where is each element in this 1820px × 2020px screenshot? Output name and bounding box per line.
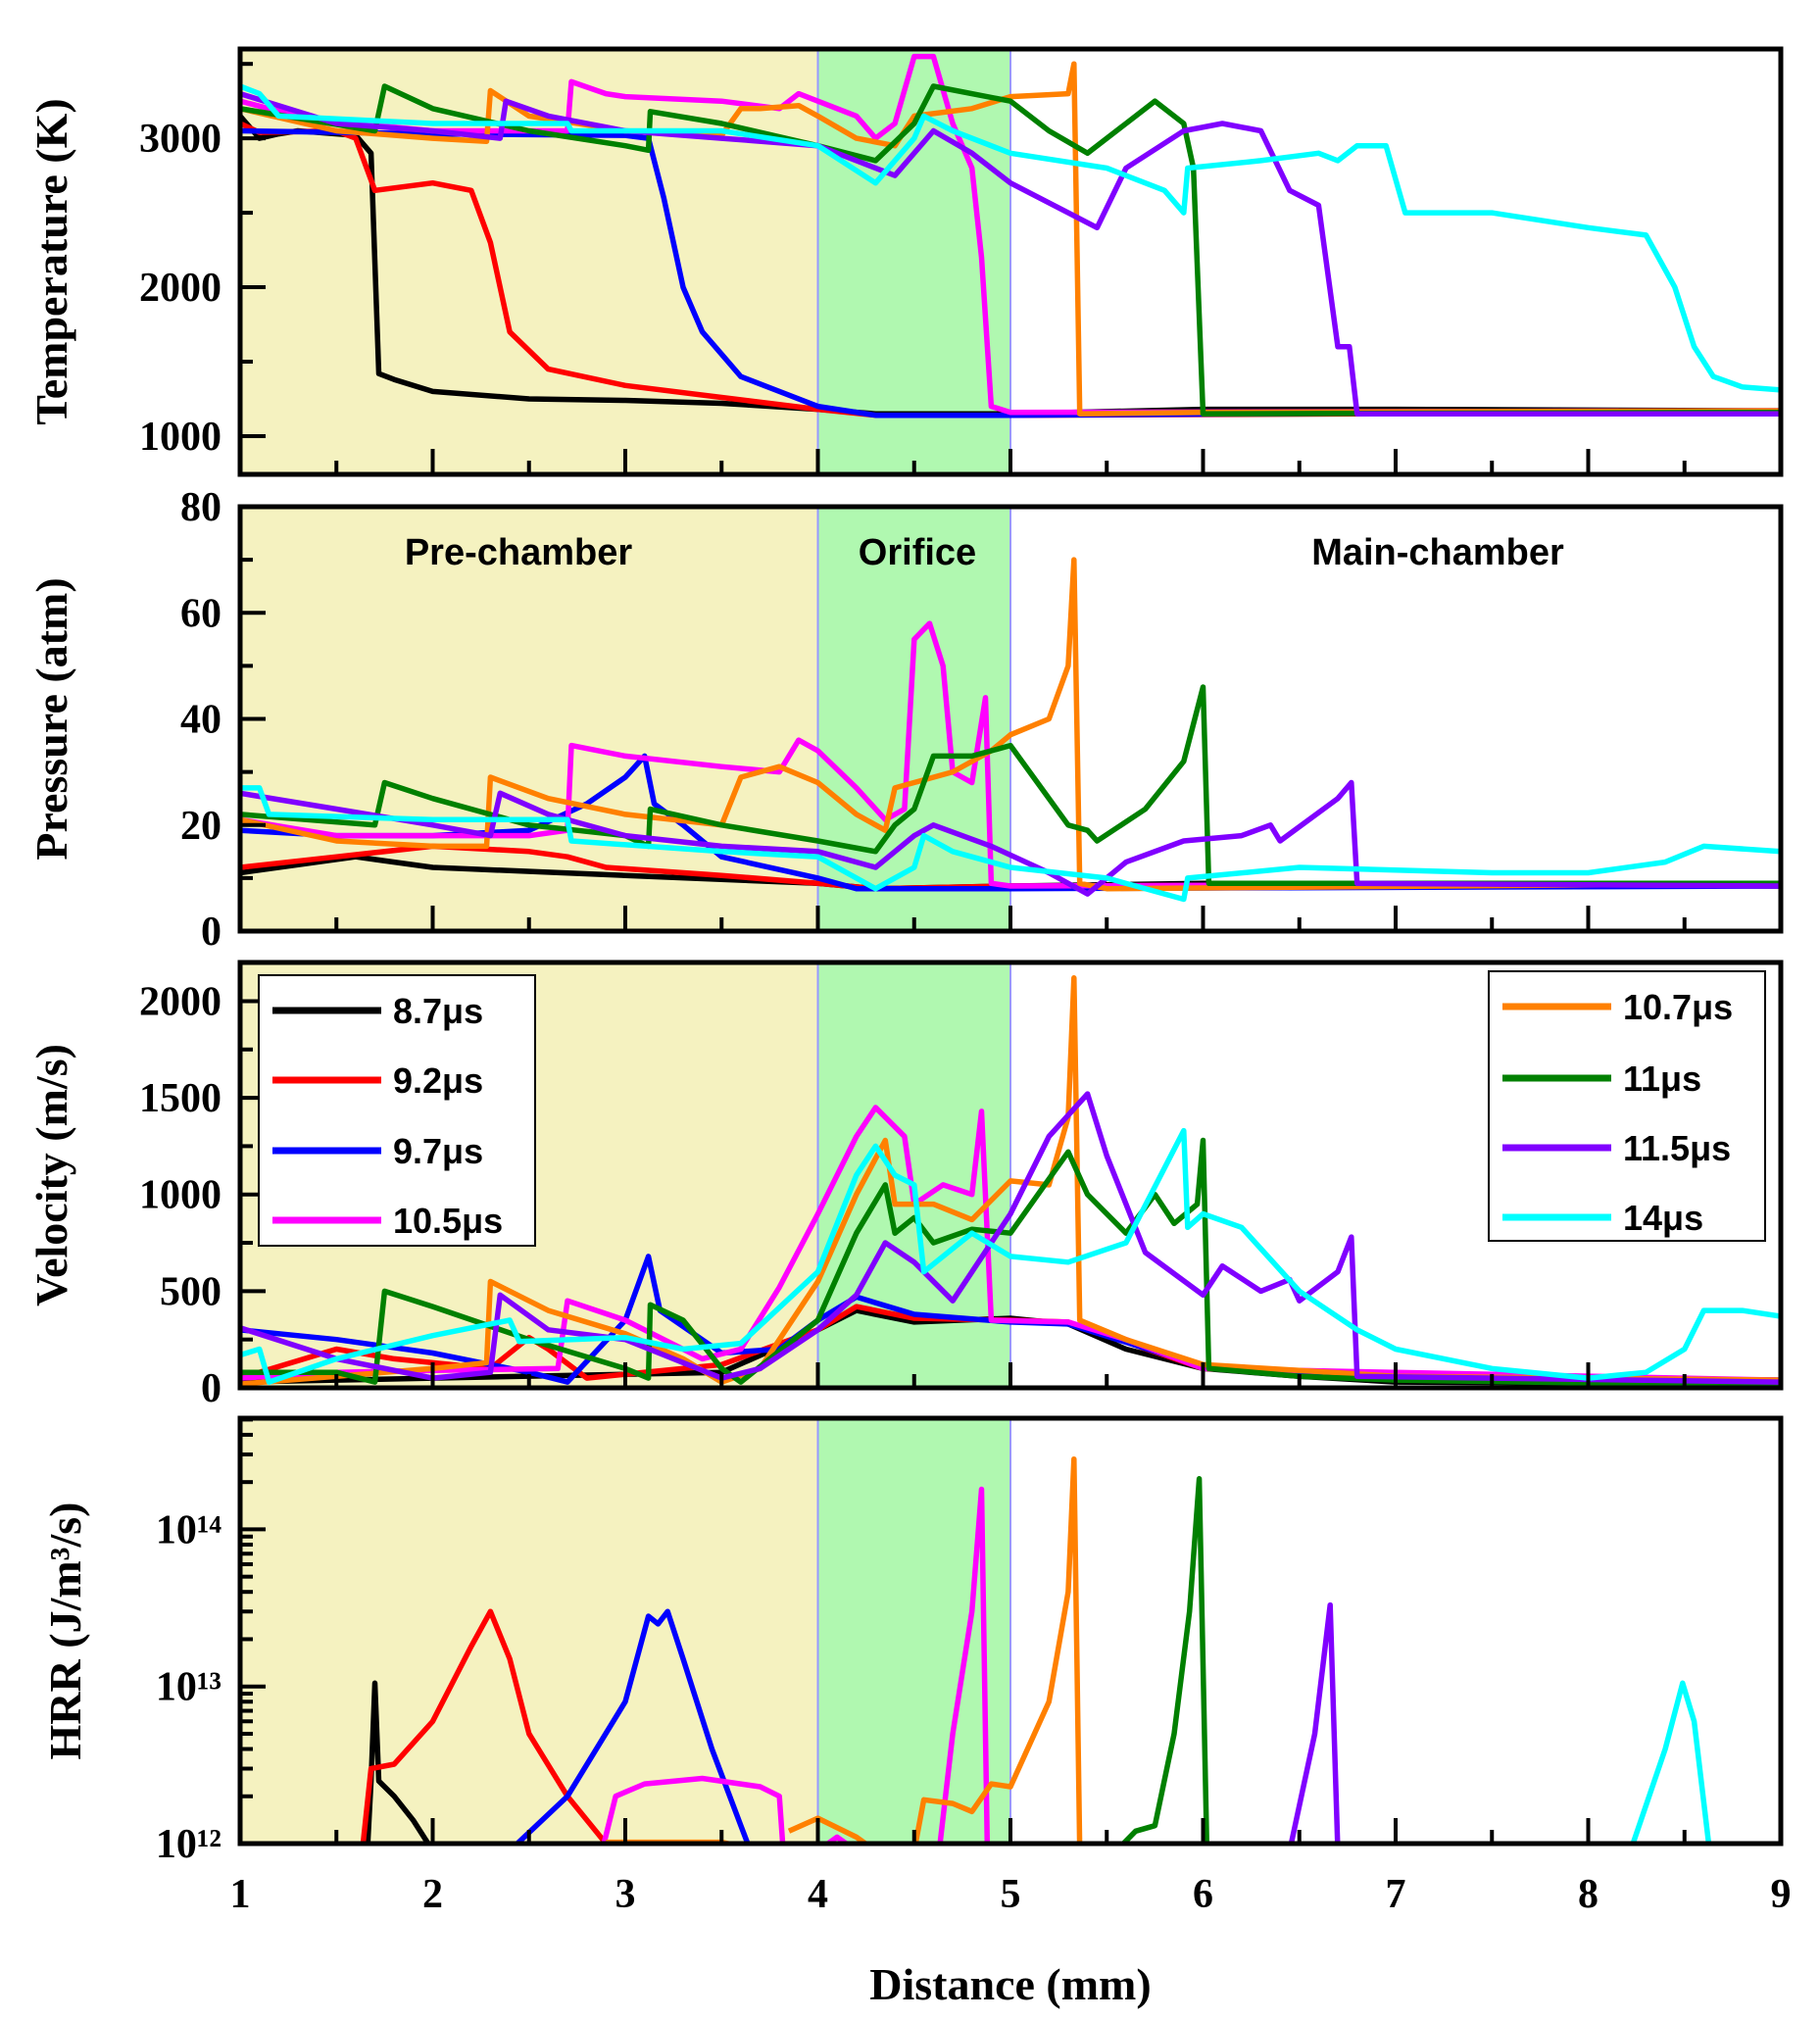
series-line-11μs (240, 684, 1781, 887)
y-axis-title: Velocity (m/s) (26, 1044, 76, 1306)
x-tick-label: 6 (1193, 1872, 1213, 1917)
series-line-11.5μs (240, 779, 1781, 897)
legend-label: 11.5μs (1623, 1128, 1731, 1168)
legend-box (258, 974, 536, 1247)
panel-2: 0 500 1000 1500 2000 Velocity (m/s) 8.7μs 9.2μs… (26, 960, 1784, 1411)
legend-label: 11μs (1623, 1059, 1701, 1099)
series-line-10.5μs (240, 1105, 1781, 1383)
y-axis-title: Temperature (K) (26, 98, 76, 424)
x-tick-label: 7 (1386, 1872, 1406, 1917)
panel-0: 1000 2000 3000 Temperature (K) (26, 46, 1784, 477)
series-line-9.7μs (240, 127, 1781, 419)
series-line-14μs (240, 1127, 1781, 1385)
panel-1: Pre-chamber Orifice Main-chamber 0 20 40 60 80 P… (26, 485, 1784, 955)
y-tick-label: 40 (180, 698, 221, 743)
y-tick-label: 3000 (139, 117, 221, 162)
legend-box (1488, 970, 1766, 1242)
series-line-11.5μs (240, 1091, 1781, 1385)
y-tick-label: 2000 (139, 266, 221, 311)
y-tick-label: 20 (180, 804, 221, 849)
series-line-14μs (240, 785, 1781, 903)
series-line-10.7μs (240, 975, 1781, 1387)
y-tick-label: 80 (180, 485, 221, 530)
region-label: Main-chamber (1311, 532, 1564, 573)
panel-3: 10¹² 10¹³ 10¹⁴ HRR (J/m³/s) 1 2 3 4 5 6 7 8 9 (40, 1415, 1792, 1917)
series-line-11.5μs (1288, 1601, 1341, 1844)
series-line-9.2μs (360, 1608, 609, 1844)
y-axis-title: HRR (J/m³/s) (40, 1503, 90, 1760)
series-line-11μs (1119, 1476, 1210, 1844)
legend-left: 8.7μs 9.2μs 9.7μs 10.5μs (258, 974, 536, 1247)
x-tick-label: 8 (1578, 1872, 1599, 1917)
region-0-shade (240, 1418, 818, 1844)
legend-label: 10.5μs (393, 1201, 503, 1241)
region-1-shade (817, 1418, 1010, 1844)
region-2-shade (1010, 49, 1781, 474)
x-axis-title: Distance (mm) (869, 1959, 1151, 2009)
legend-label: 9.2μs (393, 1060, 483, 1101)
y-axis-title: Pressure (atm) (26, 577, 76, 860)
series-line-10.5μs (601, 1486, 991, 1844)
x-tick-label: 5 (1001, 1872, 1021, 1917)
y-tick-label: 10¹³ (156, 1665, 221, 1710)
region-2-shade (1010, 507, 1781, 931)
series-line-11μs (240, 83, 1781, 417)
region-label: Pre-chamber (405, 532, 633, 573)
legend-label: 9.7μs (393, 1131, 483, 1171)
legend-right: 10.7μs 11μs 11.5μs 14μs (1488, 970, 1766, 1242)
y-tick-label: 1000 (139, 1173, 221, 1218)
y-tick-label: 0 (201, 910, 221, 955)
x-tick-label: 1 (230, 1872, 251, 1917)
legend-label: 14μs (1623, 1198, 1703, 1238)
series-line-14μs (240, 83, 1781, 393)
legend-label: 10.7μs (1623, 987, 1733, 1027)
series-line-9.7μs (513, 1608, 751, 1844)
region-label: Orifice (859, 532, 976, 573)
region-2-shade (1010, 1418, 1781, 1844)
series-line-14μs (1630, 1680, 1712, 1844)
x-tick-label: 4 (808, 1872, 828, 1917)
x-tick-label: 2 (422, 1872, 443, 1917)
x-tick-label: 9 (1771, 1872, 1792, 1917)
x-tick-label: 3 (615, 1872, 636, 1917)
series-line-11.5μs (240, 90, 1781, 417)
legend-label: 8.7μs (393, 991, 483, 1031)
y-tick-label: 10¹² (156, 1822, 221, 1867)
y-tick-label: 60 (180, 591, 221, 636)
series-line-10.7μs (240, 61, 1781, 417)
y-tick-label: 500 (160, 1269, 221, 1314)
y-tick-label: 10¹⁴ (156, 1507, 222, 1552)
series-line-10.7μs (240, 557, 1781, 892)
y-tick-label: 1500 (139, 1076, 221, 1121)
y-tick-label: 0 (201, 1366, 221, 1411)
y-tick-label: 1000 (139, 415, 221, 460)
y-tick-label: 2000 (139, 979, 221, 1024)
